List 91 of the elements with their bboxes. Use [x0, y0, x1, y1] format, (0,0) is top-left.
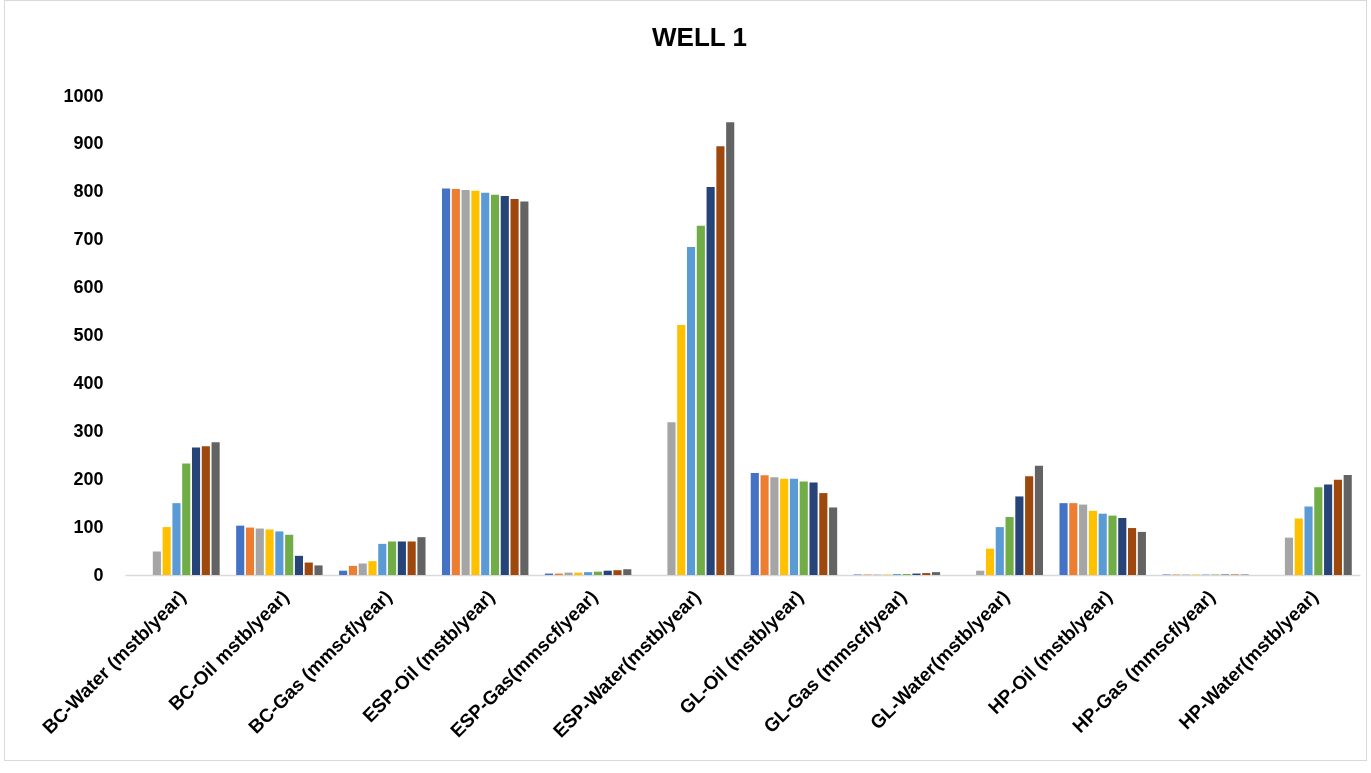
bar: [461, 189, 470, 575]
bar: [397, 541, 406, 575]
bar: [182, 463, 191, 575]
bar: [510, 198, 519, 575]
bar: [995, 527, 1004, 575]
bar: [985, 548, 995, 575]
bar: [451, 188, 460, 575]
bar: [211, 442, 220, 575]
chart-title: WELL 1: [652, 22, 747, 52]
bar: [1108, 515, 1117, 575]
bar: [191, 447, 201, 575]
bar: [1059, 503, 1068, 575]
bar: [1005, 517, 1014, 575]
bar: [245, 527, 255, 575]
bar: [1324, 484, 1333, 575]
y-tick-label: 600: [73, 277, 104, 298]
bar: [201, 446, 210, 575]
bar: [1314, 487, 1323, 575]
bar: [520, 201, 529, 575]
bar: [471, 190, 480, 575]
bar: [623, 569, 632, 575]
bar: [1304, 506, 1313, 575]
bar: [584, 572, 593, 575]
bar: [1333, 479, 1342, 575]
bar: [696, 225, 705, 575]
bar: [348, 565, 357, 575]
y-tick-label: 900: [73, 133, 104, 154]
bar: [716, 146, 725, 575]
bar: [809, 482, 818, 575]
y-tick-label: 0: [93, 564, 104, 585]
bar: [285, 534, 294, 575]
bar: [255, 528, 264, 575]
bar: [481, 192, 490, 575]
bar: [388, 541, 397, 575]
bar: [760, 475, 769, 575]
bar: [162, 527, 171, 575]
bar: [931, 572, 941, 575]
bar: [294, 555, 304, 575]
bar: [1118, 518, 1127, 575]
bar: [152, 551, 161, 575]
bar: [275, 531, 284, 575]
bar: [1079, 504, 1088, 575]
bar: [358, 563, 367, 575]
bar: [265, 529, 274, 575]
bar: [1069, 503, 1078, 575]
bar: [417, 537, 426, 575]
bar: [750, 472, 759, 575]
y-tick-label: 700: [73, 229, 104, 250]
y-tick-label: 300: [73, 420, 104, 441]
bar: [1128, 528, 1137, 575]
bar: [314, 565, 323, 575]
bar: [706, 187, 715, 575]
y-tick-label: 1000: [63, 85, 104, 106]
bar: [686, 246, 696, 575]
bar: [613, 570, 622, 575]
bar: [490, 194, 500, 575]
bar: [829, 507, 838, 575]
y-tick-label: 800: [73, 181, 104, 202]
bar: [378, 543, 387, 575]
bar: [500, 196, 509, 575]
bar: [1098, 513, 1107, 575]
bar: [1294, 518, 1303, 575]
bar: [780, 478, 789, 575]
bar: [1284, 537, 1294, 575]
bar: [1088, 510, 1097, 575]
bar: [407, 541, 416, 575]
bar: [564, 572, 573, 575]
y-tick-label: 500: [73, 325, 104, 345]
bar: [1034, 465, 1044, 575]
bar: [726, 122, 735, 575]
y-tick-label: 400: [73, 372, 104, 393]
bar: [1025, 476, 1034, 575]
bar: [339, 570, 348, 575]
y-tick-label: 200: [73, 468, 104, 489]
bar: [236, 525, 245, 575]
bar: [603, 570, 612, 575]
bar: [1343, 474, 1352, 575]
bar: [819, 493, 828, 575]
bar: [1137, 531, 1146, 575]
bar: [770, 477, 779, 575]
bar: [976, 570, 985, 575]
bar: [368, 561, 377, 575]
bar: [1015, 496, 1024, 575]
bar: [667, 422, 676, 575]
bar: [441, 188, 451, 575]
bar: [172, 503, 181, 575]
bar: [677, 324, 686, 575]
bar: [789, 478, 799, 575]
y-tick-label: 100: [73, 516, 104, 537]
bar: [799, 481, 808, 575]
bar: [304, 562, 313, 575]
